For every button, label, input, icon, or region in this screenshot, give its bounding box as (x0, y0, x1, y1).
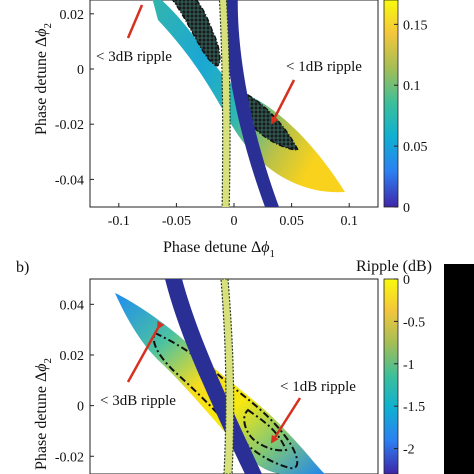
panel-b-ylabel: Phase detune Δϕ2 (33, 358, 54, 470)
panel-a-colorbar-tick-label: 0.15 (403, 18, 428, 33)
panel-a-y-tick-label: 0.02 (60, 8, 85, 23)
panel-a-navy-band (223, 0, 280, 207)
panel-a-thin-band (218, 0, 231, 207)
panel-b-1db-arrow (270, 397, 302, 444)
panel-b-y-tick-label: 0 (77, 400, 84, 415)
panel-a-1db-arrow (270, 79, 296, 125)
panel-b-3db-arrow (126, 320, 165, 383)
panel-b-colorbar (383, 278, 399, 474)
panel-b-black-strip (444, 264, 474, 474)
panel-a-x-tick-label: -0.05 (162, 214, 191, 229)
panel-b-navy-band (165, 279, 262, 474)
panel-a-y-tick-label: 0 (77, 63, 84, 78)
panel-a-y-tick-label: -0.04 (55, 173, 84, 188)
panel-a-xlabel: Phase detune Δϕ1 (163, 239, 275, 260)
panel-b-y-tick-label: -0.02 (55, 450, 84, 465)
panel-b-colorbar-tick-label: -1 (403, 358, 415, 373)
panel-a-ylabel: Phase detune Δϕ2 (33, 23, 54, 135)
panel-a-3db-arrow (126, 4, 144, 39)
panel-a-heatmap (152, 0, 345, 207)
panel-a: -0.1 -0.05 0 0.05 0.1 0.02 0 -0.02 -0.04 Phase … (33, 0, 428, 260)
panel-b-colorbar-tick-label: -0.5 (403, 315, 425, 330)
panel-b-y-tick-label: 0.04 (60, 298, 85, 313)
panel-a-1db-label: < 1dB ripple (286, 59, 362, 75)
panel-a-x-ticks: -0.1 -0.05 0 0.05 0.1 (108, 203, 358, 229)
panel-b-y-tick-label: 0.02 (60, 349, 85, 364)
panel-b-colorbar-title: Ripple (dB) (356, 258, 432, 275)
panel-a-x-tick-label: 0.1 (340, 214, 358, 229)
panel-b-1db-label: < 1dB ripple (280, 379, 356, 395)
panel-a-colorbar-ticks: 0.15 0.1 0.05 0 (394, 18, 428, 216)
panel-a-3db-label: < 3dB ripple (96, 49, 172, 65)
panel-b-colorbar-tick-label: 0 (403, 273, 410, 288)
panel-b-1db-contour (243, 408, 288, 452)
panel-b-colorbar-ticks: 0 -0.5 -1 -1.5 -2 (394, 273, 425, 458)
panel-a-colorbar-tick-label: 0 (403, 201, 410, 216)
panel-b-thin-band (220, 279, 235, 474)
panel-a-y-tick-label: -0.02 (55, 118, 84, 133)
panel-a-colorbar (383, 0, 399, 208)
panel-a-x-tick-label: -0.1 (108, 214, 130, 229)
panel-a-colorbar-tick-label: 0.05 (403, 140, 428, 155)
panel-b-3db-label: < 3dB ripple (100, 393, 176, 409)
panel-b-colorbar-tick-label: -2 (403, 443, 415, 458)
panel-b-y-ticks: 0.04 0.02 0 -0.02 (55, 298, 94, 465)
panel-a-y-ticks: 0.02 0 -0.02 -0.04 (55, 8, 94, 188)
panel-a-x-tick-label: 0 (231, 214, 238, 229)
panel-a-x-tick-label: 0.05 (279, 214, 304, 229)
panel-b-3db-contour (152, 331, 299, 470)
panel-b-label: b) (16, 259, 29, 276)
panel-a-3db-region (171, 0, 221, 67)
panel-b-heatmap (115, 279, 325, 474)
panel-b: b) 0.04 0.02 0 -0.02 Phase detune Δϕ2 < 3dB… (16, 258, 474, 474)
panel-b-colorbar-tick-label: -1.5 (403, 400, 425, 415)
panel-a-colorbar-tick-label: 0.1 (403, 79, 421, 94)
